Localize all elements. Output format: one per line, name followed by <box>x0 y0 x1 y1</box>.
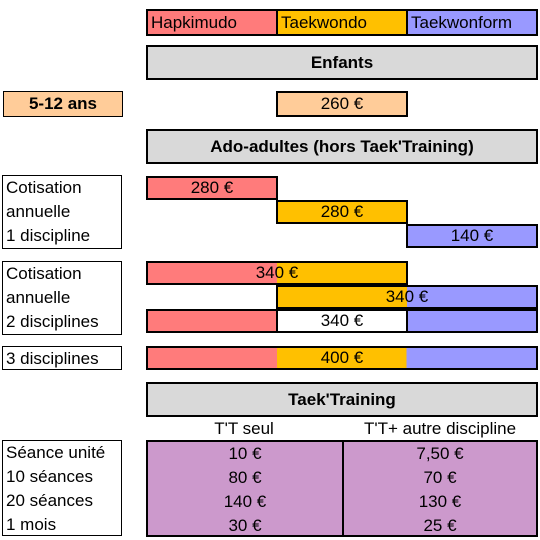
section-title-ado: Ado-adultes (hors Taek'Training) <box>146 129 538 164</box>
price-2-hapkimudo-taekwonform-box: 340 € <box>276 309 408 333</box>
tt-autre-column: 7,50 € 70 € 130 € 25 € <box>342 440 538 537</box>
label-line: annuelle <box>6 288 71 307</box>
price-3-disciplines: 400 € <box>146 346 538 370</box>
price-text: 340 € <box>255 263 299 282</box>
col-header-seul: T'T seul <box>146 419 342 439</box>
price-text: 400 € <box>320 348 364 367</box>
label-line: annuelle <box>6 202 71 221</box>
discipline-taekwondo: Taekwondo <box>276 9 408 36</box>
tt-row-label: 20 séances <box>6 491 93 510</box>
label-line: 3 disciplines <box>6 349 99 368</box>
label-line: 2 disciplines <box>6 312 99 331</box>
discipline-taekwondo-label: Taekwondo <box>281 12 368 32</box>
col-header-autre-text: T'T+ autre discipline <box>363 419 517 438</box>
price-text: 140 € <box>450 226 494 245</box>
price-text: 280 € <box>190 178 234 197</box>
label-1-discipline: Cotisation annuelle 1 discipline <box>2 175 122 249</box>
label-3-disciplines: 3 disciplines <box>2 346 122 370</box>
tt-row-label: Séance unité <box>6 443 106 462</box>
price-1-taekwonform: 140 € <box>406 224 538 248</box>
tt-autre-cell: 130 € <box>418 492 462 511</box>
tt-seul-cell: 80 € <box>228 468 262 487</box>
age-label-text: 5-12 ans <box>28 94 98 113</box>
tt-seul-cell: 30 € <box>228 516 262 535</box>
tt-seul-cell: 10 € <box>228 444 262 463</box>
price-2-taekwondo-taekwonform: 340 € <box>276 285 538 309</box>
label-2-disciplines: Cotisation annuelle 2 disciplines <box>2 261 122 335</box>
tt-row-label: 1 mois <box>6 515 57 534</box>
tt-row-labels: Séance unité 10 séances 20 séances 1 moi… <box>2 440 122 536</box>
tt-seul-column: 10 € 80 € 140 € 30 € <box>146 440 344 537</box>
tt-autre-cell: 70 € <box>423 468 457 487</box>
enfants-price: 260 € <box>276 91 408 117</box>
label-line: Cotisation <box>6 178 82 197</box>
col-header-autre: T'T+ autre discipline <box>342 419 538 439</box>
taektraining-title: Taek'Training <box>288 389 396 409</box>
tt-autre-cell: 7,50 € <box>416 444 464 463</box>
price-1-hapkimudo: 280 € <box>146 176 278 200</box>
price-2-hapkimudo-taekwondo: 340 € <box>146 261 408 285</box>
discipline-taekwonform: Taekwonform <box>406 9 538 36</box>
tt-row-label: 10 séances <box>6 467 93 486</box>
age-label: 5-12 ans <box>3 91 123 117</box>
price-text: 340 € <box>385 287 429 306</box>
price-1-taekwondo: 280 € <box>276 200 408 224</box>
col-header-seul-text: T'T seul <box>214 419 274 438</box>
enfants-title: Enfants <box>310 52 374 72</box>
label-line: 1 discipline <box>6 226 91 245</box>
price-text: 340 € <box>320 311 364 330</box>
tt-autre-cell: 25 € <box>423 516 457 535</box>
section-title-enfants: Enfants <box>146 45 538 80</box>
discipline-hapkimudo: Hapkimudo <box>146 9 278 36</box>
tt-seul-cell: 140 € <box>223 492 267 511</box>
section-title-taektraining: Taek'Training <box>146 382 538 417</box>
ado-title: Ado-adultes (hors Taek'Training) <box>210 136 474 156</box>
price-text: 280 € <box>320 202 364 221</box>
label-line: Cotisation <box>6 264 82 283</box>
discipline-taekwonform-label: Taekwonform <box>411 12 513 32</box>
price-2-hapkimudo-taekwonform: 340 € <box>146 309 538 333</box>
enfants-price-text: 260 € <box>320 94 364 113</box>
discipline-hapkimudo-label: Hapkimudo <box>151 12 237 32</box>
